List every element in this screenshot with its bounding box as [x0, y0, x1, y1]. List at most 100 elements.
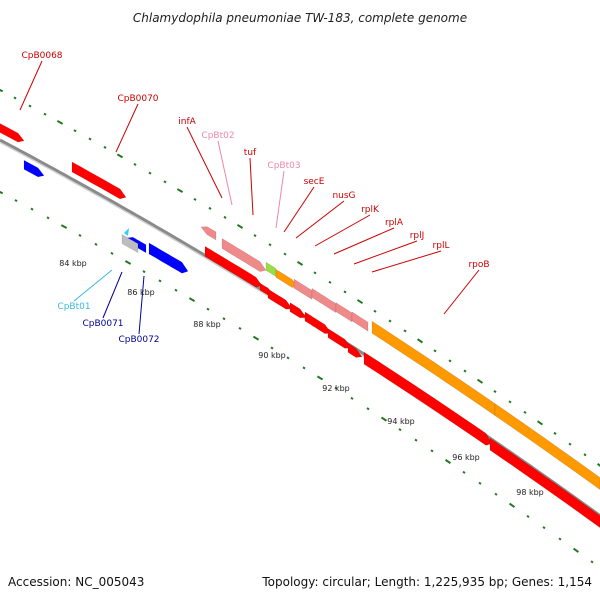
gene-features [0, 123, 600, 528]
label-CpB0070: CpB0070 [117, 94, 158, 104]
inner-tick [188, 297, 196, 303]
leader-rplL [371, 250, 442, 273]
scale-label: 84 kbp [59, 259, 87, 268]
outer-tick [116, 153, 124, 159]
gene-small-5 [327, 328, 352, 349]
inner-tick [302, 366, 306, 370]
gene-small-3 [289, 302, 307, 319]
label-CpB0068: CpB0068 [21, 51, 62, 61]
outer-tick [13, 96, 17, 100]
leader-rplA [333, 227, 395, 255]
label-tuf: tuf [244, 148, 257, 158]
label-leaders [19, 60, 480, 335]
outer-tick [223, 215, 227, 219]
leader-CpB0068 [19, 60, 43, 111]
outer-tick [433, 349, 437, 353]
outer-tick [176, 188, 184, 193]
scale-label: 88 kbp [193, 320, 221, 329]
leader-CpB0071 [102, 271, 123, 319]
gene-rplj [351, 311, 369, 332]
outer-tick [133, 163, 137, 166]
inner-tick [526, 514, 530, 518]
inner-tick [78, 233, 82, 237]
gene-cpb0070 [71, 161, 127, 200]
gene-cpbt01 [124, 228, 129, 236]
gene-cpbt02 [221, 237, 267, 272]
inner-tick [478, 481, 482, 485]
outer-tick [328, 280, 332, 284]
outer-tick [148, 171, 152, 175]
gene-rpob-b [494, 403, 600, 490]
label-rplK: rplK [361, 205, 380, 215]
outer-tick [268, 243, 272, 247]
leader-infA [186, 126, 223, 199]
inner-tick [46, 216, 50, 220]
outer-tick [403, 329, 407, 333]
leader-CpBt01 [73, 269, 113, 302]
inner-tick [30, 207, 34, 211]
scale-label: 94 kbp [387, 417, 415, 426]
inner-tick [142, 270, 146, 274]
outer-tick [193, 197, 197, 201]
outer-tick [493, 390, 497, 394]
scale-labels: 84 kbp 86 kbp 88 kbp 90 kbp 92 kbp 94 kbp 96 k… [59, 259, 544, 497]
outer-tick [568, 442, 572, 446]
inner-tick [542, 526, 546, 530]
outer-tick [343, 290, 347, 294]
outer-tick [523, 410, 527, 414]
label-CpBt03: CpBt03 [267, 161, 300, 171]
inner-tick [494, 492, 498, 496]
outer-tick [73, 129, 77, 133]
label-rplJ: rplJ [410, 231, 425, 241]
inner-tick [366, 407, 370, 411]
inner-tick [252, 335, 260, 341]
gene-small-6 [347, 342, 363, 358]
gene-rpla [335, 302, 353, 323]
outer-tick [0, 87, 4, 93]
gene-labels: CpB0068 CpB0070 infA CpBt02 tuf CpBt03 secE nus… [21, 51, 489, 345]
inner-tick [14, 199, 18, 202]
outer-tick [283, 252, 287, 256]
inner-tick [206, 307, 210, 311]
gene-rplk [311, 287, 337, 314]
inner-tick [174, 288, 178, 292]
inner-tick [316, 375, 324, 381]
outer-tick [253, 234, 257, 238]
map-title: Chlamydophila pneumoniae TW-183, complet… [133, 11, 467, 25]
gene-small-4 [304, 311, 332, 334]
leader-CpBt02 [217, 140, 233, 206]
inner-tick [110, 251, 114, 255]
inner-tick [158, 279, 162, 283]
gene-cpb0072 [148, 242, 189, 274]
leader-tuf [249, 157, 254, 216]
inner-tick [572, 547, 580, 553]
scale-label: 98 kbp [516, 488, 544, 497]
outer-tick [103, 145, 107, 149]
gene-red-long-a [363, 351, 493, 446]
label-nusG: nusG [332, 191, 355, 201]
leader-CpB0072 [138, 275, 145, 335]
outer-tick [56, 120, 64, 125]
gene-small-2 [267, 288, 293, 310]
inner-tick [380, 416, 388, 422]
inner-tick [334, 386, 338, 390]
leader-rpoB [443, 269, 480, 315]
outer-tick [356, 299, 364, 305]
inner-tick [222, 317, 226, 321]
outer-tick [508, 400, 512, 404]
scale-label: 96 kbp [452, 453, 480, 462]
leader-rplJ [353, 240, 418, 265]
inner-tick [0, 189, 4, 195]
outer-tick [163, 180, 167, 184]
inner-tick [286, 356, 290, 360]
label-CpBt02: CpBt02 [201, 131, 234, 141]
outer-tick [448, 359, 452, 363]
tick-marks [0, 87, 600, 564]
inner-tick [462, 470, 466, 474]
accession-text: Accession: NC_005043 [8, 575, 144, 589]
leader-CpBt03 [275, 170, 285, 229]
label-CpBt01: CpBt01 [57, 302, 90, 312]
outer-tick [373, 309, 377, 313]
outer-tick [463, 369, 467, 373]
label-rpoB: rpoB [468, 260, 489, 270]
